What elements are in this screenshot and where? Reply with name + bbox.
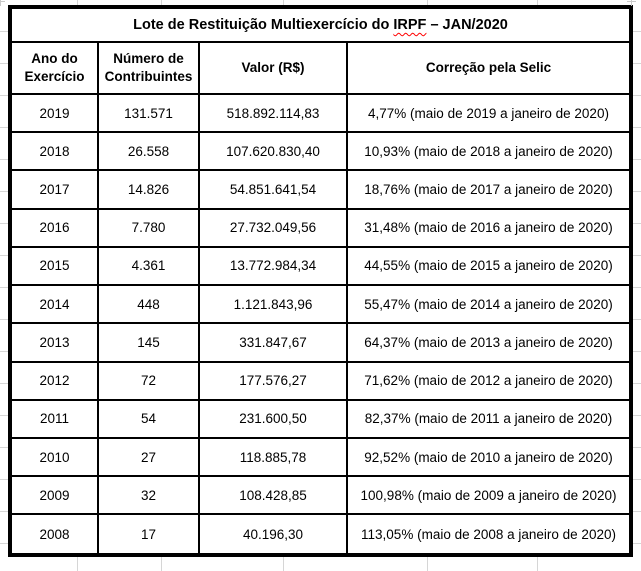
cell-contributors: 14.826 (97, 169, 200, 210)
cell-correction: 82,37% (maio de 2011 a janeiro de 2020) (346, 398, 632, 439)
title-prefix: Lote de Restituição Multiexercício do (133, 17, 394, 33)
cell-correction: 44,55% (maio de 2015 a janeiro de 2020) (346, 245, 632, 287)
cell-correction: 4,77% (maio de 2019 a janeiro de 2020) (346, 92, 632, 134)
cell-correction: 100,98% (maio de 2009 a janeiro de 2020) (346, 475, 632, 516)
cell-contributors: 27 (97, 436, 200, 478)
cell-contributors: 448 (97, 284, 200, 325)
cell-year: 2013 (9, 322, 99, 363)
title-suffix: – JAN/2020 (426, 17, 508, 33)
cell-year: 2016 (9, 207, 99, 248)
cell-year: 2009 (9, 475, 99, 516)
cell-year: 2018 (9, 131, 99, 172)
irpf-restitution-table: Lote de Restituição Multiexercício do IR… (8, 5, 633, 557)
cell-year: 2014 (9, 284, 99, 325)
cell-correction: 18,76% (maio de 2017 a janeiro de 2020) (346, 169, 632, 210)
cell-value: 177.576,27 (198, 360, 348, 401)
col-header-year: Ano do Exercício (9, 41, 99, 95)
cell-correction: 113,05% (maio de 2008 a janeiro de 2020) (346, 513, 632, 556)
table-row: 2019 131.571 518.892.114,83 4,77% (maio … (9, 92, 632, 134)
header-row: Ano do Exercício Número de Contribuintes… (9, 41, 632, 95)
cell-contributors: 7.780 (97, 207, 200, 248)
cell-value: 54.851.641,54 (198, 169, 348, 210)
cell-contributors: 54 (97, 398, 200, 439)
table-row: 2015 4.361 13.772.984,34 44,55% (maio de… (9, 245, 632, 287)
cell-correction: 71,62% (maio de 2012 a janeiro de 2020) (346, 360, 632, 401)
table-row: 2013 145 331.847,67 64,37% (maio de 2013… (9, 322, 632, 363)
cell-year: 2017 (9, 169, 99, 210)
table-row: 2010 27 118.885,78 92,52% (maio de 2010 … (9, 436, 632, 478)
cell-correction: 31,48% (maio de 2016 a janeiro de 2020) (346, 207, 632, 248)
cell-contributors: 32 (97, 475, 200, 516)
cell-value: 107.620.830,40 (198, 131, 348, 172)
table-row: 2008 17 40.196,30 113,05% (maio de 2008 … (9, 513, 632, 556)
cell-value: 518.892.114,83 (198, 92, 348, 134)
cell-contributors: 145 (97, 322, 200, 363)
table-row: 2012 72 177.576,27 71,62% (maio de 2012 … (9, 360, 632, 401)
table-row: 2014 448 1.121.843,96 55,47% (maio de 20… (9, 284, 632, 325)
cell-contributors: 4.361 (97, 245, 200, 287)
cell-value: 27.732.049,56 (198, 207, 348, 248)
table-row: 2018 26.558 107.620.830,40 10,93% (maio … (9, 131, 632, 172)
cell-correction: 64,37% (maio de 2013 a janeiro de 2020) (346, 322, 632, 363)
col-header-correction: Correção pela Selic (346, 41, 632, 95)
table-row: 2011 54 231.600,50 82,37% (maio de 2011 … (9, 398, 632, 439)
fill-handle-artifact (627, 0, 636, 6)
fill-handle-artifact (0, 0, 5, 6)
cell-contributors: 17 (97, 513, 200, 556)
cell-year: 2008 (9, 513, 99, 556)
cell-correction: 10,93% (maio de 2018 a janeiro de 2020) (346, 131, 632, 172)
col-header-value: Valor (R$) (198, 41, 348, 95)
table-title: Lote de Restituição Multiexercício do IR… (9, 6, 632, 43)
title-misspelled-word: IRPF (393, 17, 427, 33)
cell-year: 2010 (9, 436, 99, 478)
cell-value: 108.428,85 (198, 475, 348, 516)
cell-contributors: 131.571 (97, 92, 200, 134)
cell-value: 231.600,50 (198, 398, 348, 439)
table-row: 2016 7.780 27.732.049,56 31,48% (maio de… (9, 207, 632, 248)
cell-contributors: 72 (97, 360, 200, 401)
col-header-contributors: Número de Contribuintes (97, 41, 200, 95)
cell-year: 2015 (9, 245, 99, 287)
cell-year: 2019 (9, 92, 99, 134)
table-row: 2017 14.826 54.851.641,54 18,76% (maio d… (9, 169, 632, 210)
cell-value: 118.885,78 (198, 436, 348, 478)
cell-correction: 92,52% (maio de 2010 a janeiro de 2020) (346, 436, 632, 478)
table-row: 2009 32 108.428,85 100,98% (maio de 2009… (9, 475, 632, 516)
cell-year: 2012 (9, 360, 99, 401)
cell-correction: 55,47% (maio de 2014 a janeiro de 2020) (346, 284, 632, 325)
cell-value: 40.196,30 (198, 513, 348, 556)
title-row: Lote de Restituição Multiexercício do IR… (9, 6, 632, 43)
cell-value: 13.772.984,34 (198, 245, 348, 287)
cell-year: 2011 (9, 398, 99, 439)
cell-contributors: 26.558 (97, 131, 200, 172)
cell-value: 331.847,67 (198, 322, 348, 363)
cell-value: 1.121.843,96 (198, 284, 348, 325)
